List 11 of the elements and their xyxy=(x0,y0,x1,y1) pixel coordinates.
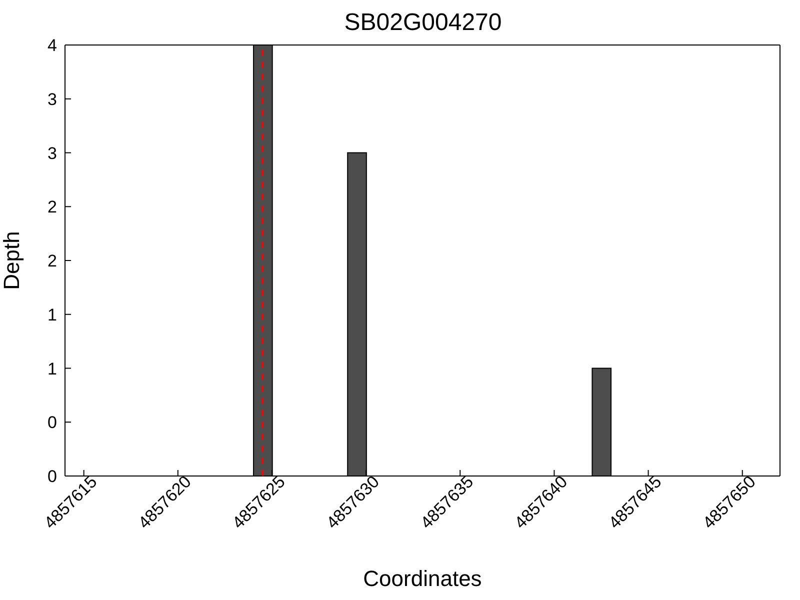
x-axis-title: Coordinates xyxy=(363,566,482,591)
chart-title: SB02G004270 xyxy=(344,9,502,36)
y-tick-label: 2 xyxy=(48,198,57,217)
y-tick-label: 1 xyxy=(48,305,57,324)
y-tick-label: 2 xyxy=(48,252,57,271)
y-tick-label: 3 xyxy=(48,144,57,163)
y-tick-label: 0 xyxy=(48,413,57,432)
y-axis-title: Depth xyxy=(0,231,24,290)
y-tick-label: 3 xyxy=(48,90,57,109)
y-tick-label: 4 xyxy=(48,36,57,56)
y-tick-label: 1 xyxy=(48,359,57,378)
